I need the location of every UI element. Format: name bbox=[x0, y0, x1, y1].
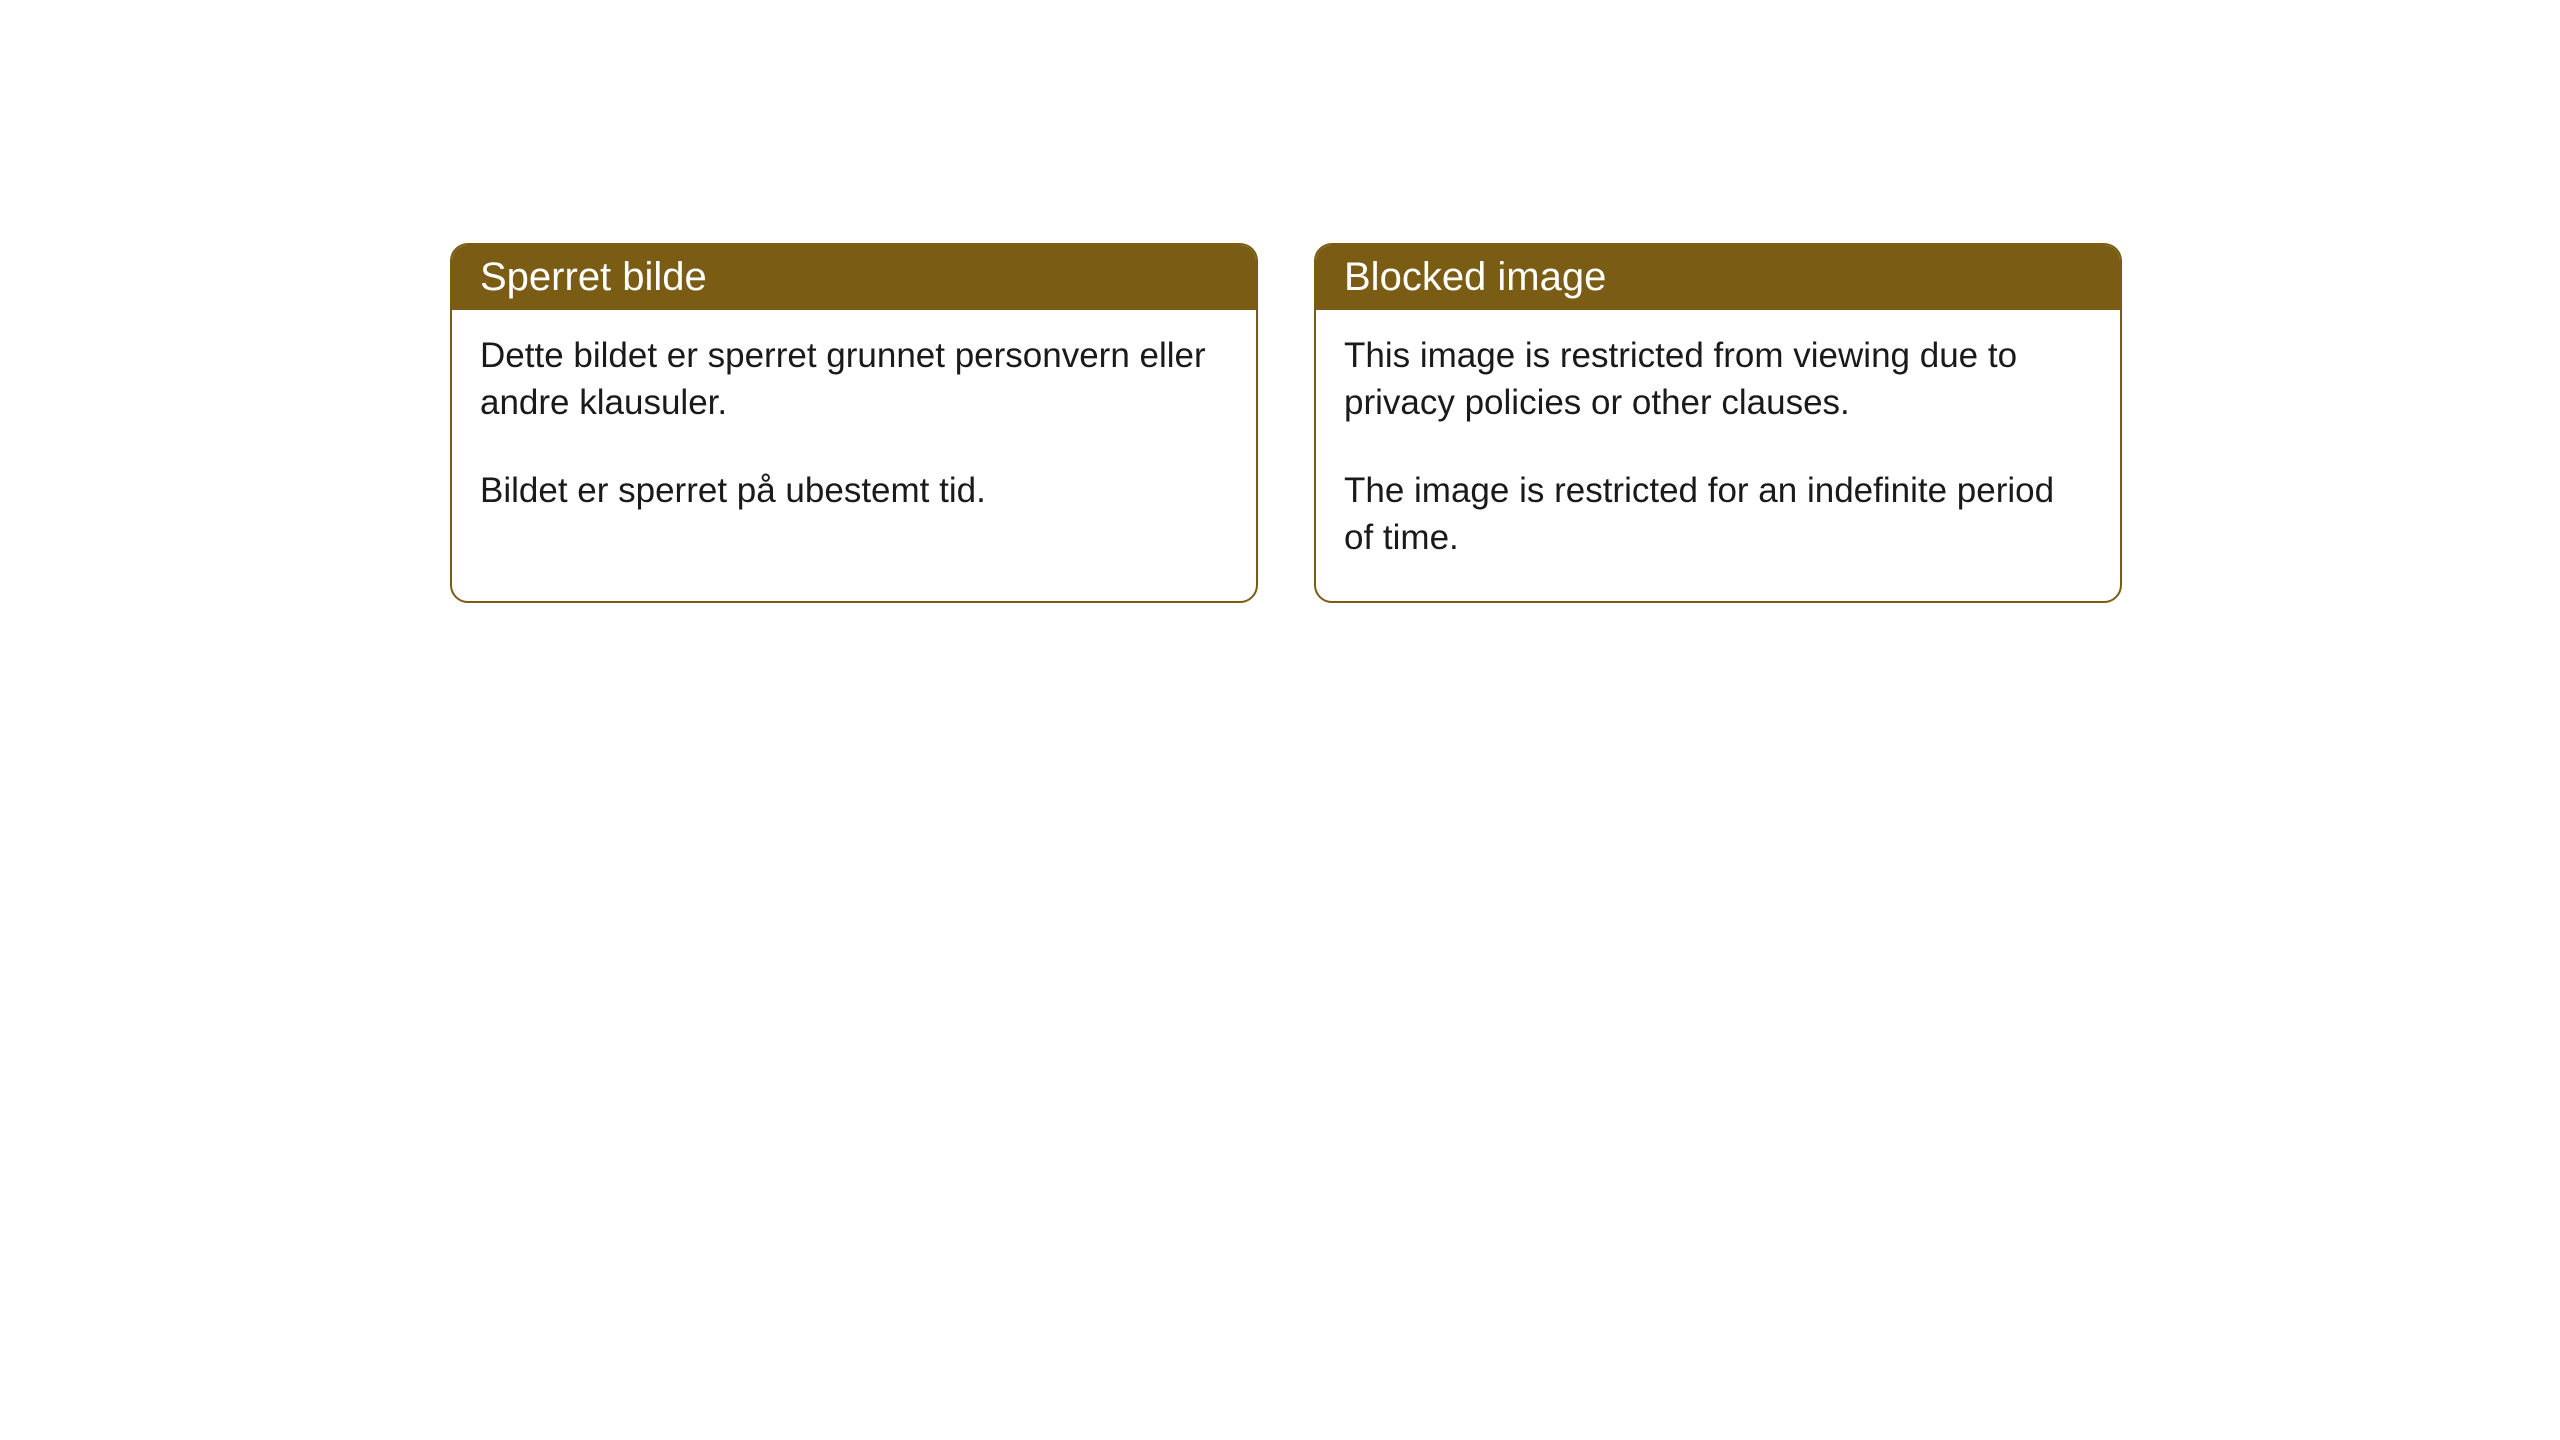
blocked-image-card-no: Sperret bilde Dette bildet er sperret gr… bbox=[450, 243, 1258, 603]
card-header: Blocked image bbox=[1316, 245, 2120, 310]
blocked-image-card-en: Blocked image This image is restricted f… bbox=[1314, 243, 2122, 603]
card-title: Sperret bilde bbox=[480, 255, 707, 299]
card-body: Dette bildet er sperret grunnet personve… bbox=[452, 310, 1256, 554]
card-paragraph: Dette bildet er sperret grunnet personve… bbox=[480, 332, 1228, 427]
card-body: This image is restricted from viewing du… bbox=[1316, 310, 2120, 601]
card-title: Blocked image bbox=[1344, 255, 1606, 299]
card-header: Sperret bilde bbox=[452, 245, 1256, 310]
card-paragraph: The image is restricted for an indefinit… bbox=[1344, 467, 2092, 562]
card-paragraph: This image is restricted from viewing du… bbox=[1344, 332, 2092, 427]
card-paragraph: Bildet er sperret på ubestemt tid. bbox=[480, 467, 1228, 514]
notice-cards-container: Sperret bilde Dette bildet er sperret gr… bbox=[0, 0, 2560, 603]
